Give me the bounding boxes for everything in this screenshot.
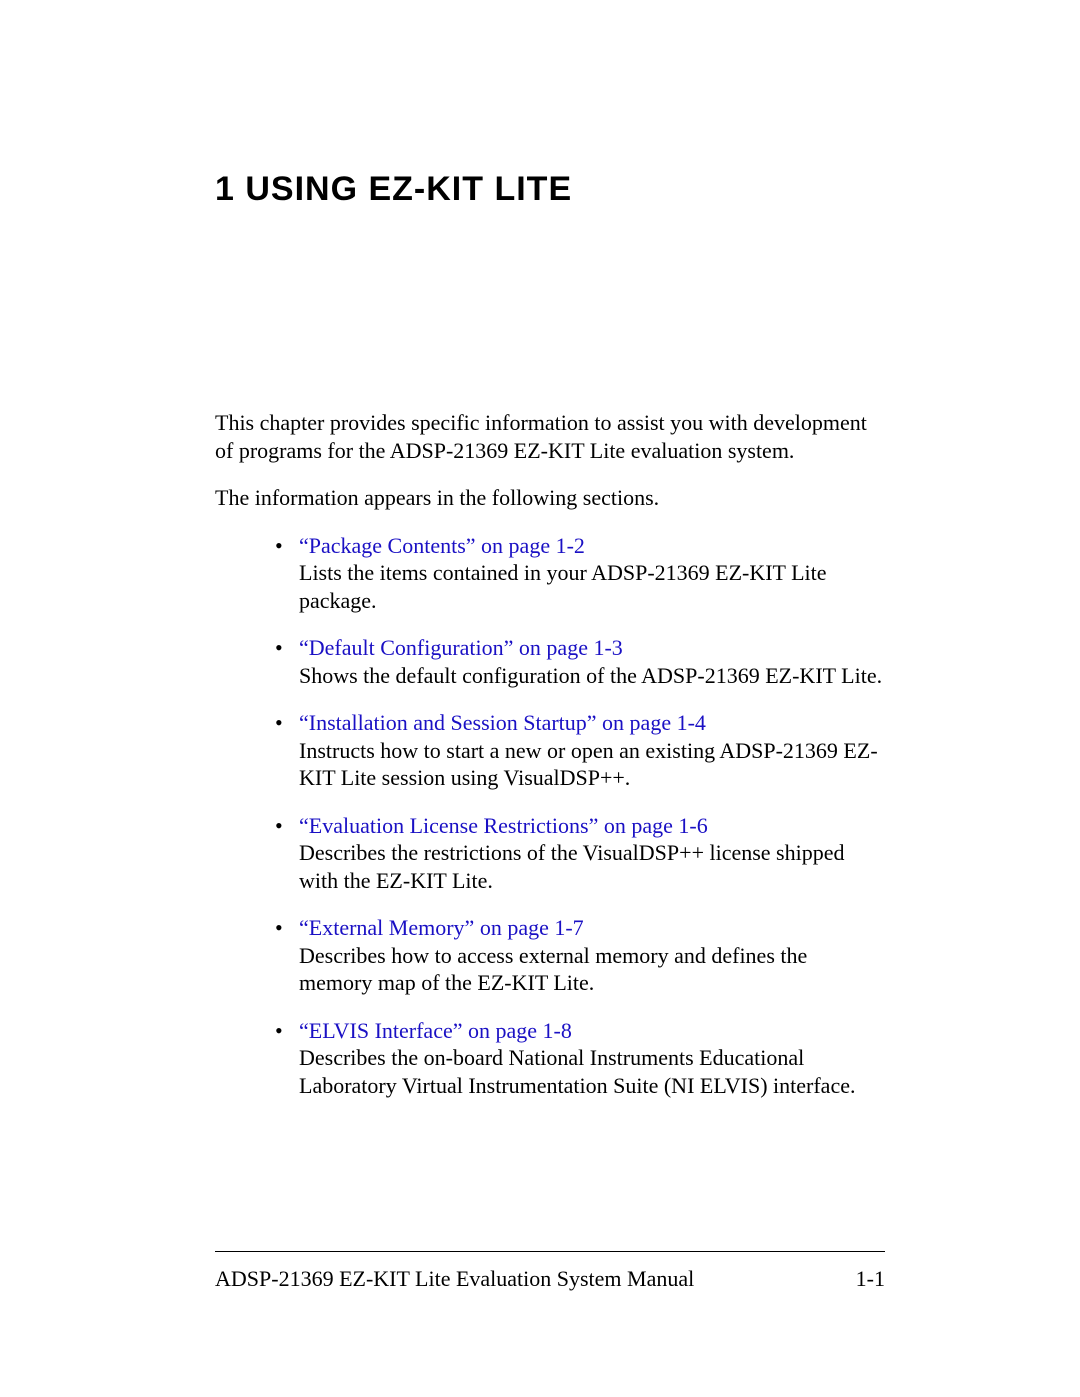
chapter-heading: 1 USING EZ-KIT LITE: [215, 170, 885, 209]
section-description: Describes the restrictions of the Visual…: [299, 840, 845, 893]
list-item: “ELVIS Interface” on page 1-8 Describes …: [275, 1017, 885, 1100]
list-item: “Evaluation License Restrictions” on pag…: [275, 812, 885, 895]
cross-reference-link[interactable]: “Default Configuration” on page 1-3: [299, 635, 623, 660]
list-item: “Package Contents” on page 1-2 Lists the…: [275, 532, 885, 615]
footer-rule: [215, 1251, 885, 1252]
footer-line: ADSP-21369 EZ-KIT Lite Evaluation System…: [215, 1266, 885, 1292]
list-item: “Default Configuration” on page 1-3 Show…: [275, 634, 885, 689]
section-description: Instructs how to start a new or open an …: [299, 738, 878, 791]
section-description: Lists the items contained in your ADSP-2…: [299, 560, 827, 613]
page-number: 1-1: [856, 1266, 885, 1292]
section-list: “Package Contents” on page 1-2 Lists the…: [275, 532, 885, 1100]
cross-reference-link[interactable]: “Package Contents” on page 1-2: [299, 533, 585, 558]
cross-reference-link[interactable]: “Evaluation License Restrictions” on pag…: [299, 813, 708, 838]
section-description: Shows the default configuration of the A…: [299, 663, 882, 688]
intro-paragraph-1: This chapter provides specific informati…: [215, 409, 885, 464]
list-item: “External Memory” on page 1-7 Describes …: [275, 914, 885, 997]
section-description: Describes the on-board National Instrume…: [299, 1045, 855, 1098]
cross-reference-link[interactable]: “External Memory” on page 1-7: [299, 915, 584, 940]
page-footer: ADSP-21369 EZ-KIT Lite Evaluation System…: [215, 1251, 885, 1292]
cross-reference-link[interactable]: “Installation and Session Startup” on pa…: [299, 710, 706, 735]
list-item: “Installation and Session Startup” on pa…: [275, 709, 885, 792]
document-page: 1 USING EZ-KIT LITE This chapter provide…: [0, 0, 1080, 1397]
manual-title: ADSP-21369 EZ-KIT Lite Evaluation System…: [215, 1266, 694, 1292]
intro-paragraph-2: The information appears in the following…: [215, 484, 885, 512]
cross-reference-link[interactable]: “ELVIS Interface” on page 1-8: [299, 1018, 572, 1043]
section-description: Describes how to access external memory …: [299, 943, 807, 996]
